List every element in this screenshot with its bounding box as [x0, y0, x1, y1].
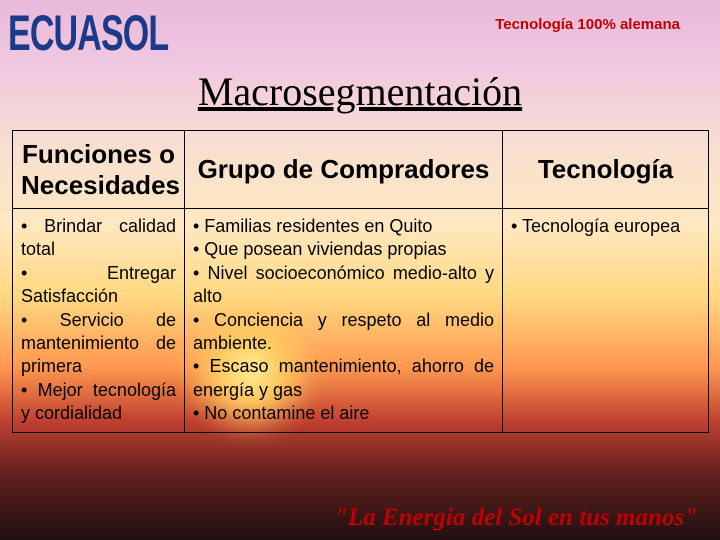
col-header-buyers: Grupo de Compradores	[185, 131, 503, 209]
table-header-row: Funciones o Necesidades Grupo de Comprad…	[13, 131, 709, 209]
footer-slogan: "La Energia del Sol en tus manos"	[334, 504, 698, 532]
col-header-functions: Funciones o Necesidades	[13, 131, 185, 209]
tagline-text: Tecnología 100% alemana	[495, 16, 680, 33]
table-row: • Brindar calidad total• Entregar Satisf…	[13, 209, 709, 433]
cell-buyers: • Familias residentes en Quito• Que pose…	[185, 209, 503, 433]
col-header-technology: Tecnología	[503, 131, 709, 209]
page-title: Macrosegmentación	[0, 68, 720, 115]
segmentation-table: Funciones o Necesidades Grupo de Comprad…	[12, 130, 709, 433]
cell-technology: • Tecnología europea	[503, 209, 709, 433]
segmentation-table-wrap: Funciones o Necesidades Grupo de Comprad…	[12, 130, 708, 433]
brand-logo: ECUASOL	[8, 6, 168, 62]
cell-functions: • Brindar calidad total• Entregar Satisf…	[13, 209, 185, 433]
